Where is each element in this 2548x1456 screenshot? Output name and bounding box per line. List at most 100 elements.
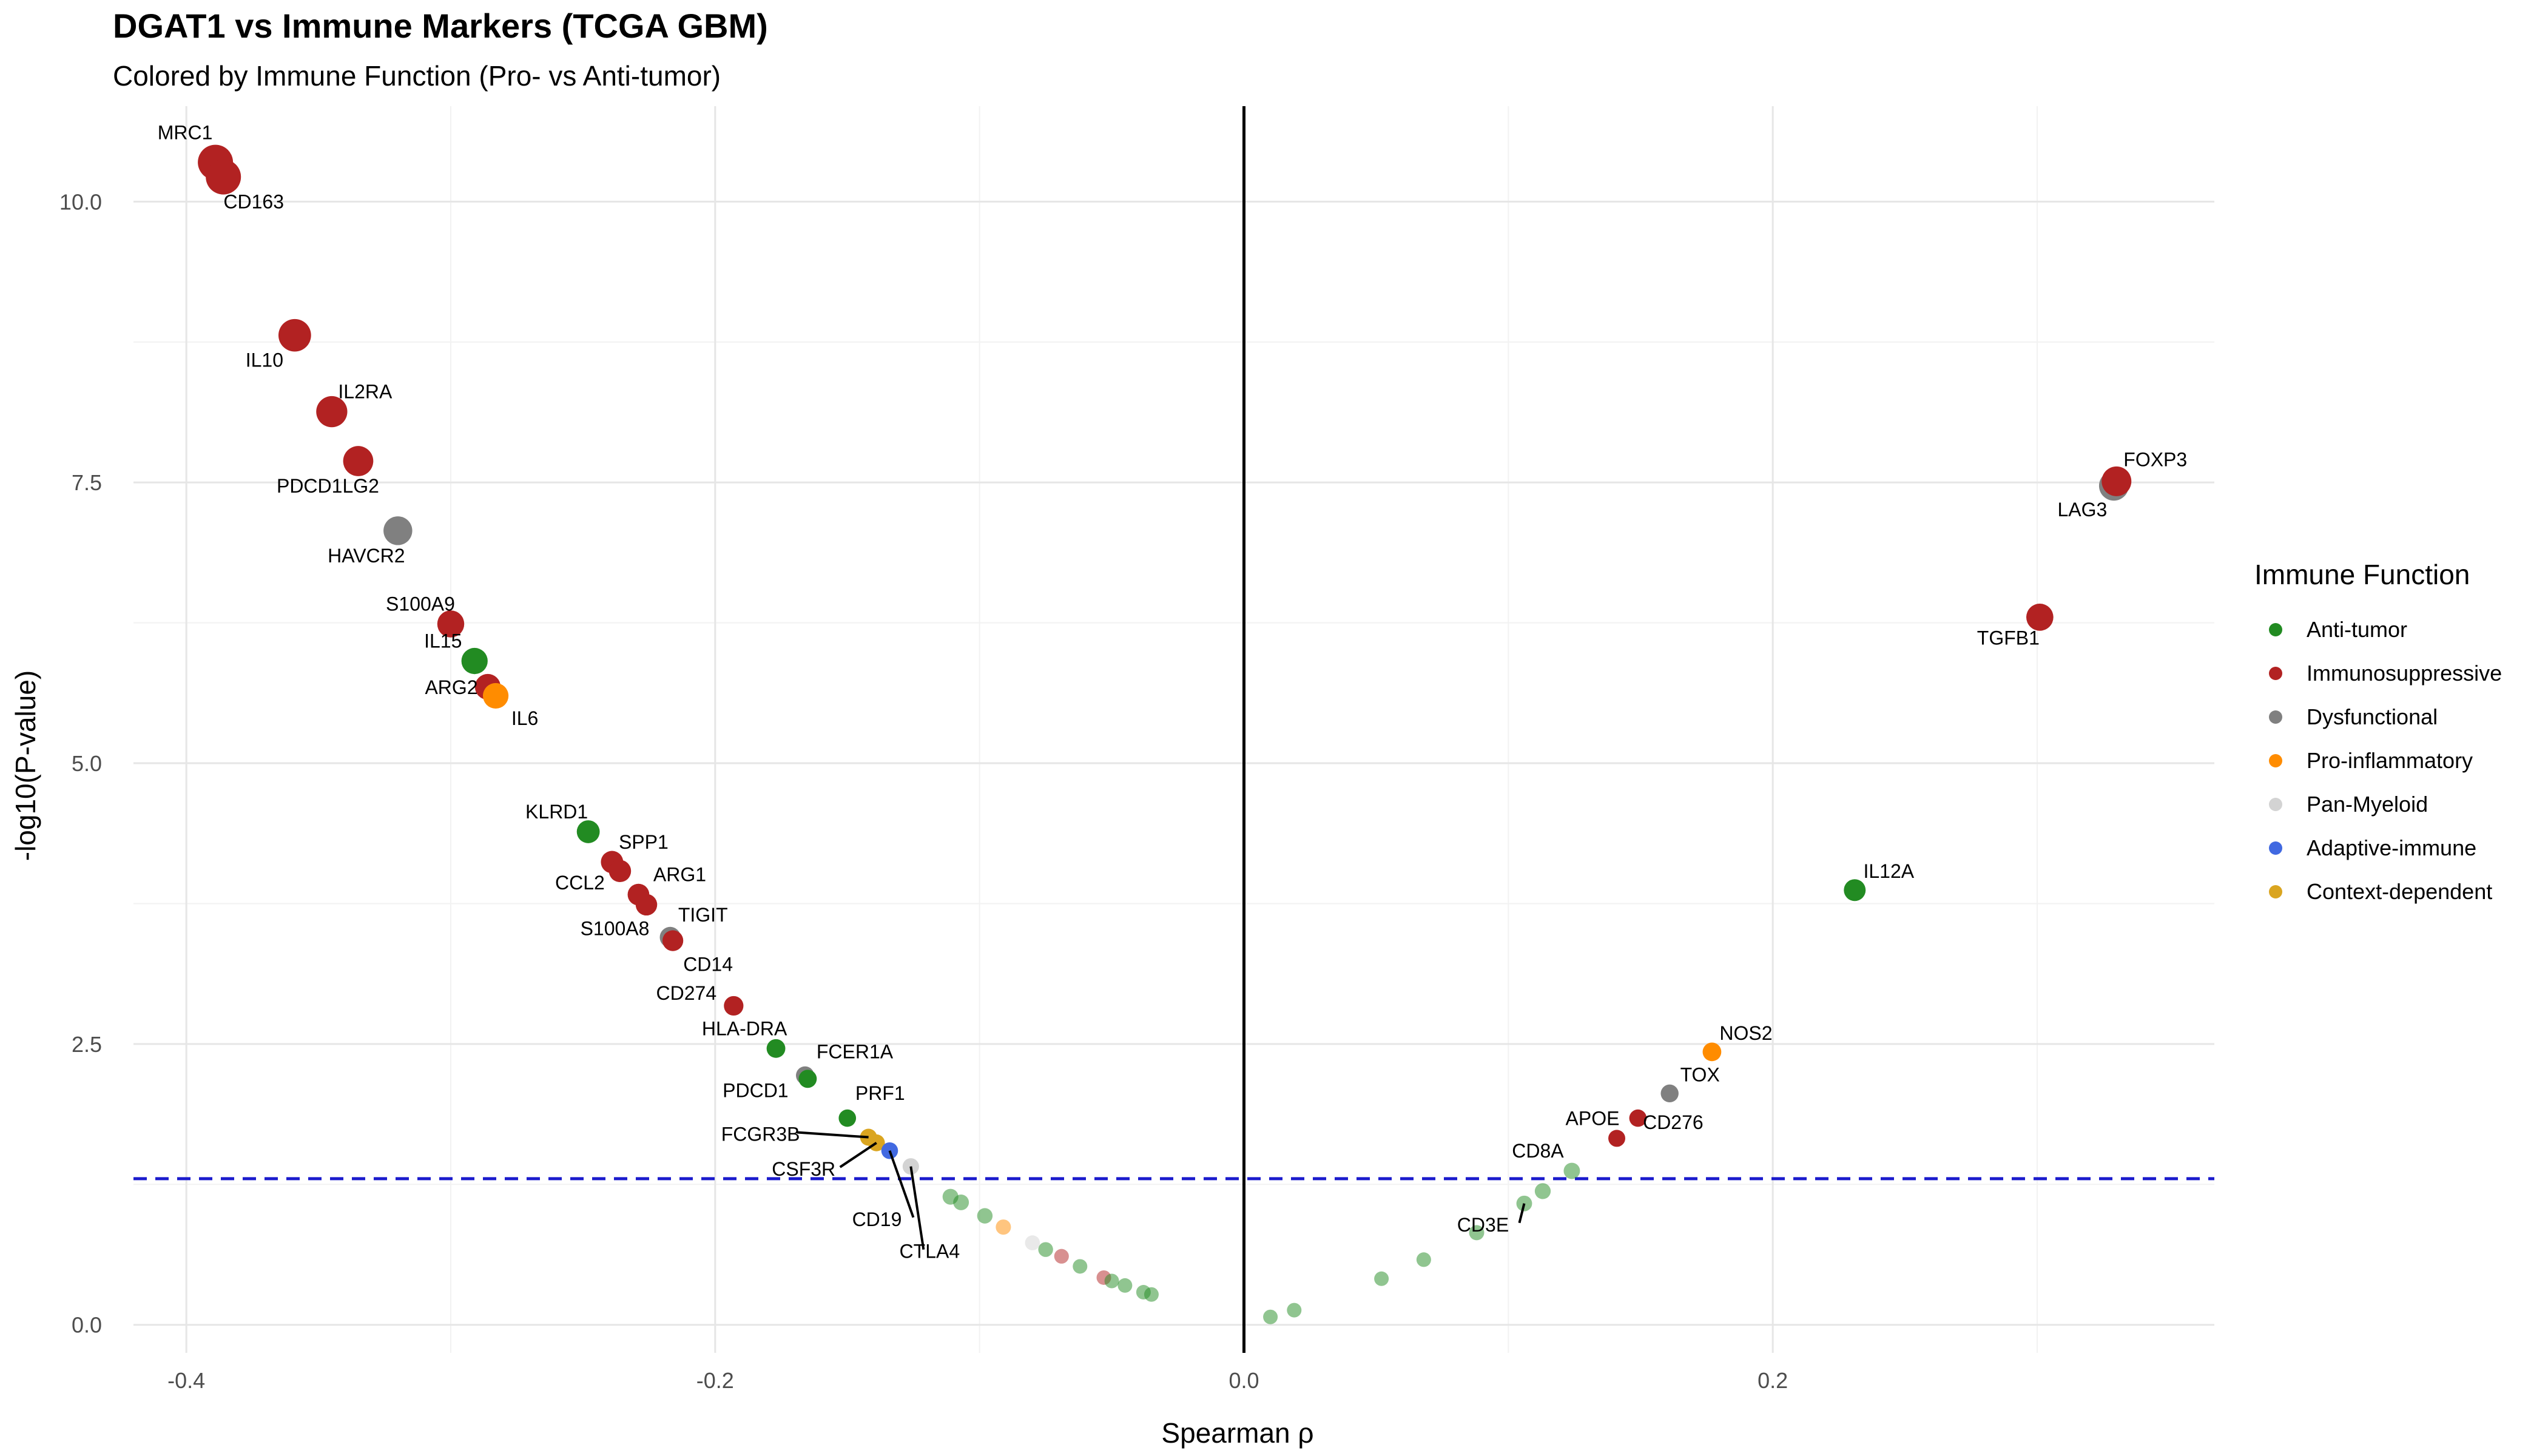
x-tick-label: 0.2 (1758, 1368, 1788, 1393)
label-foxp3: FOXP3 (2123, 448, 2187, 470)
legend-title: Immune Function (2254, 559, 2470, 590)
label-fcer1a: FCER1A (817, 1041, 894, 1063)
point-unlabeled (1287, 1303, 1302, 1318)
point-cd8a (1563, 1162, 1580, 1179)
label-ctla4: CTLA4 (900, 1241, 960, 1262)
label-klrd1: KLRD1 (525, 801, 588, 823)
legend-items: Anti-tumor Immunosuppressive Dysfunctional… (2254, 608, 2502, 914)
label-leader-line (839, 1142, 877, 1168)
point-s100a8 (635, 894, 658, 916)
label-prf1: PRF1 (855, 1082, 905, 1104)
point-il6 (483, 682, 509, 709)
label-ccl2: CCL2 (555, 872, 605, 894)
point-unlabeled (1469, 1225, 1485, 1241)
point-il10 (278, 318, 311, 352)
label-cd8a: CD8A (1512, 1140, 1564, 1162)
label-tgfb1: TGFB1 (1977, 627, 2040, 649)
label-cd274: CD274 (656, 982, 717, 1004)
legend-swatch (2269, 710, 2282, 724)
point-unlabeled (1144, 1287, 1159, 1302)
point-s100a9 (437, 610, 465, 638)
legend-item-anti-tumor: Anti-tumor (2254, 608, 2502, 652)
label-s100a8: S100A8 (581, 917, 650, 939)
label-cd276: CD276 (1643, 1111, 1704, 1133)
legend-label: Pan-Myeloid (2307, 792, 2428, 817)
legend: Immune Function Anti-tumor Immunosuppress… (2254, 558, 2502, 914)
x-axis-title: Spearman ρ (1161, 1417, 1313, 1449)
legend-swatch (2269, 667, 2282, 680)
label-s100a9: S100A9 (386, 593, 455, 615)
y-tick-label: 10.0 (59, 189, 102, 214)
label-arg1: ARG1 (653, 864, 706, 886)
x-tick-label: -0.2 (696, 1368, 734, 1393)
legend-label: Dysfunctional (2307, 704, 2438, 729)
point-klrd1 (576, 820, 600, 843)
label-leader-line (888, 1150, 915, 1218)
point-unlabeled (1263, 1309, 1278, 1324)
data-points (198, 144, 2132, 1324)
label-spp1: SPP1 (619, 831, 669, 853)
legend-item-dysfunctional: Dysfunctional (2254, 695, 2502, 739)
label-tox: TOX (1680, 1063, 1720, 1085)
x-tick-label: 0.0 (1228, 1368, 1259, 1393)
label-havcr2: HAVCR2 (328, 545, 405, 567)
point-unlabeled (1374, 1271, 1389, 1286)
point-unlabeled (1534, 1183, 1551, 1199)
label-tigit: TIGIT (678, 904, 728, 926)
point-havcr2 (383, 516, 413, 545)
point-tox (1660, 1084, 1679, 1103)
point-unlabeled (1117, 1278, 1133, 1293)
point-unlabeled (1104, 1273, 1119, 1289)
point-unlabeled (977, 1208, 993, 1224)
point-cd274 (724, 996, 744, 1016)
label-cd163: CD163 (223, 191, 284, 213)
point-apoe (1608, 1130, 1626, 1147)
legend-swatch (2269, 754, 2282, 767)
label-cd14: CD14 (683, 954, 733, 976)
point-unlabeled (1416, 1252, 1431, 1267)
x-tick-label: -0.4 (167, 1368, 205, 1393)
label-arg2: ARG2 (425, 676, 477, 698)
point-ccl2 (608, 860, 632, 883)
label-csf3r: CSF3R (772, 1158, 835, 1180)
label-cd19: CD19 (852, 1208, 902, 1230)
point-cd163 (206, 159, 241, 195)
label-apoe: APOE (1566, 1107, 1620, 1129)
y-axis-title: -log10(P-value) (10, 670, 41, 861)
point-unlabeled (996, 1219, 1011, 1235)
legend-item-pan-myeloid: Pan-Myeloid (2254, 783, 2502, 826)
legend-label: Context-dependent (2307, 879, 2493, 904)
legend-swatch (2269, 841, 2282, 855)
point-unlabeled (1054, 1249, 1069, 1264)
legend-item-pro-inflammatory: Pro-inflammatory (2254, 739, 2502, 783)
label-il10: IL10 (246, 349, 283, 371)
y-tick-label: 5.0 (72, 751, 102, 776)
label-fcgr3b: FCGR3B (721, 1124, 800, 1145)
point-foxp3 (2101, 466, 2132, 496)
point-unlabeled (1038, 1242, 1053, 1257)
point-nos2 (1702, 1042, 1722, 1062)
label-il2ra: IL2RA (338, 381, 393, 403)
point-unlabeled (1073, 1259, 1088, 1274)
point-pdcd1lg2 (343, 446, 374, 476)
legend-swatch (2269, 798, 2282, 811)
point-prf1 (838, 1109, 857, 1127)
chart-subtitle: Colored by Immune Function (Pro- vs Anti… (113, 60, 721, 92)
label-lag3: LAG3 (2057, 499, 2107, 521)
point-il2ra (316, 396, 348, 428)
label-hla-dra: HLA-DRA (702, 1017, 787, 1039)
axis-ticks: -0.4 -0.2 0.0 0.2 0.0 2.5 5.0 7.5 10.0 (59, 189, 1788, 1393)
legend-swatch (2269, 623, 2282, 636)
chart-title: DGAT1 vs Immune Markers (TCGA GBM) (113, 7, 768, 45)
point-unlabeled (953, 1194, 969, 1210)
point-cd19 (881, 1142, 898, 1159)
point-hla-dra (766, 1039, 786, 1058)
label-nos2: NOS2 (1719, 1022, 1772, 1044)
legend-item-adaptive-immune: Adaptive-immune (2254, 826, 2502, 870)
legend-item-context-dependent: Context-dependent (2254, 870, 2502, 914)
legend-label: Pro-inflammatory (2307, 748, 2473, 773)
legend-label: Adaptive-immune (2307, 835, 2477, 860)
label-leader-line (909, 1166, 925, 1250)
point-cd276 (1629, 1109, 1647, 1127)
